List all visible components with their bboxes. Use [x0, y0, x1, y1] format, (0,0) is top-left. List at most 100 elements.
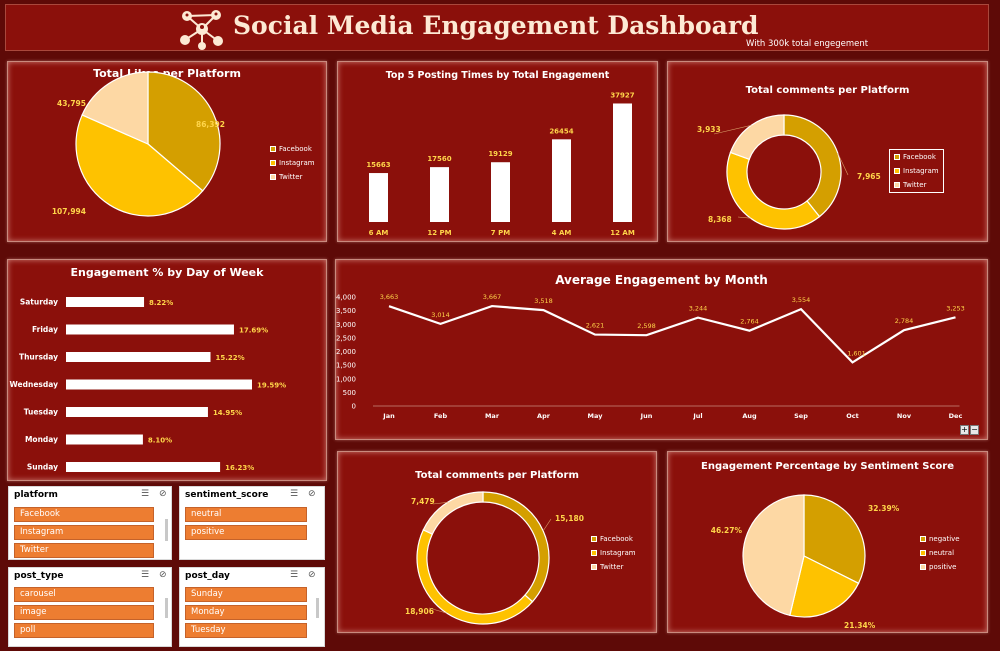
monthly-series-line: [388, 304, 956, 364]
slicer-item-carousel[interactable]: carousel: [14, 587, 154, 602]
monthly-data-label: 3,518: [534, 297, 553, 305]
slicer-scrollbar[interactable]: [165, 598, 168, 618]
comments2-legend-item: Twitter: [591, 560, 636, 574]
comments2-label-facebook: 15,180: [555, 514, 584, 523]
sentiment-score-slicer: sentiment_score ☰ ⊘ neutral positive: [179, 486, 325, 560]
sentiment-slice-negative: [803, 494, 866, 585]
monthly-line-chart: 0 500 1,000 1,500 2,000 2,500 3,000 3,500 4,000 3…: [336, 293, 965, 420]
slicer-item-positive[interactable]: positive: [185, 525, 307, 540]
posting-category-label: 12 PM: [427, 229, 451, 237]
likes-legend-swatch: [270, 146, 276, 152]
comments2-slice-facebook: [482, 491, 550, 603]
posting-category-label: 7 PM: [491, 229, 510, 237]
comments2-legend-item: Instagram: [591, 546, 636, 560]
comments1-slice-twitter: [729, 114, 785, 161]
clear-filter-icon[interactable]: ⊘: [308, 570, 316, 580]
likes-legend: Facebook Instagram Twitter: [270, 142, 315, 184]
multi-select-icon[interactable]: ☰: [290, 489, 299, 499]
dayofweek-category-label: Saturday: [20, 298, 58, 307]
platform-slicer: platform ☰ ⊘ Facebook Instagram Twitter: [8, 486, 172, 560]
sentiment-legend-swatch: [920, 564, 926, 570]
dayofweek-bar: [66, 407, 208, 417]
posting-bar: [430, 167, 449, 222]
sentiment-legend-swatch: [920, 536, 926, 542]
clear-filter-icon[interactable]: ⊘: [308, 489, 316, 499]
zoom-in-button[interactable]: +: [960, 425, 969, 435]
monthly-data-label: 3,244: [689, 305, 708, 313]
multi-select-icon[interactable]: ☰: [141, 570, 150, 580]
sentiment-slice-neutral: [789, 555, 860, 618]
comments2-slice-instagram: [416, 529, 534, 625]
comments1-legend-label: Facebook: [903, 153, 936, 161]
monthly-data-label: 3,253: [946, 304, 965, 312]
slicer-item-neutral[interactable]: neutral: [185, 507, 307, 522]
slicer-item-facebook[interactable]: Facebook: [14, 507, 154, 522]
sentiment-legend-label: negative: [929, 535, 960, 543]
clear-filter-icon[interactable]: ⊘: [159, 489, 167, 499]
comments2-legend-item: Facebook: [591, 532, 636, 546]
sentiment-legend-item: neutral: [920, 546, 960, 560]
monthly-y-tick-label: 1,500: [336, 362, 356, 370]
slicer-scrollbar[interactable]: [316, 598, 319, 618]
comments1-donut-chart: 7,965 8,368 3,933: [697, 114, 881, 230]
comments1-legend-item: Twitter: [894, 178, 939, 192]
comments1-legend-swatch: [894, 182, 900, 188]
monthly-y-tick-label: 2,000: [336, 348, 356, 356]
posting-category-label: 6 AM: [369, 229, 389, 237]
slicer-item-sunday[interactable]: Sunday: [185, 587, 307, 602]
posting-bar-chart: 15663 6 AM 17560 12 PM 19129 7 PM 26454 4 AM 379…: [366, 91, 635, 237]
sentiment-label-positive: 46.27%: [711, 526, 743, 535]
dayofweek-data-label: 14.95%: [213, 409, 242, 417]
clear-filter-icon[interactable]: ⊘: [159, 570, 167, 580]
dashboard-header: Social Media Engagement Dashboard With 3…: [5, 4, 989, 51]
slicer-scrollbar[interactable]: [165, 519, 168, 541]
dashboard-subtitle: With 300k total engegement: [746, 39, 869, 49]
slicer-item-twitter[interactable]: Twitter: [14, 543, 154, 558]
multi-select-icon[interactable]: ☰: [141, 489, 150, 499]
monthly-month-label: Mar: [485, 412, 500, 420]
comments2-label-instagram: 18,906: [405, 607, 434, 616]
dayofweek-category-label: Tuesday: [24, 408, 58, 417]
monthly-month-label: Sep: [794, 412, 808, 420]
slicer-title: platform: [14, 490, 58, 500]
network-icon: [180, 10, 223, 50]
likes-legend-swatch: [270, 160, 276, 166]
comments2-title: Total comments per Platform: [415, 470, 579, 481]
post-day-slicer: post_day ☰ ⊘ Sunday Monday Tuesday: [179, 567, 325, 647]
slicer-item-tuesday[interactable]: Tuesday: [185, 623, 307, 638]
slicer-item-poll[interactable]: poll: [14, 623, 154, 638]
comments1-label-twitter: 3,933: [697, 125, 721, 134]
zoom-out-button[interactable]: −: [970, 425, 979, 435]
comments1-legend-swatch: [894, 168, 900, 174]
comments1-legend-item: Instagram: [894, 164, 939, 178]
posting-bar: [369, 173, 388, 222]
comments2-panel: Total comments per Platform 15,180 18,906…: [337, 451, 657, 633]
posting-title: Top 5 Posting Times by Total Engagement: [385, 70, 610, 81]
posting-category-label: 12 AM: [610, 229, 635, 237]
slicer-title: post_type: [14, 571, 64, 581]
dayofweek-bar: [66, 379, 252, 390]
dashboard-title: Social Media Engagement Dashboard: [233, 11, 759, 40]
posting-data-label: 37927: [610, 91, 634, 99]
slicer-item-monday[interactable]: Monday: [185, 605, 307, 620]
likes-legend-item: Instagram: [270, 156, 315, 170]
sentiment-pie-chart: 32.39% 21.34% 46.27%: [711, 494, 900, 630]
dayofweek-category-label: Thursday: [19, 353, 58, 362]
slicer-item-image[interactable]: image: [14, 605, 154, 620]
posting-bar: [491, 162, 510, 222]
slicer-item-instagram[interactable]: Instagram: [14, 525, 154, 540]
sentiment-legend-item: negative: [920, 532, 960, 546]
multi-select-icon[interactable]: ☰: [290, 570, 299, 580]
likes-legend-label: Facebook: [279, 145, 312, 153]
comments2-legend-swatch: [591, 536, 597, 542]
likes-legend-item: Twitter: [270, 170, 315, 184]
comments1-leader-line: [713, 124, 752, 135]
sentiment-panel: Engagement Percentage by Sentiment Score…: [667, 451, 988, 633]
sentiment-legend-item: positive: [920, 560, 960, 574]
likes-legend-label: Instagram: [279, 159, 315, 167]
likes-legend-item: Facebook: [270, 142, 315, 156]
monthly-y-tick-label: 3,500: [336, 307, 356, 315]
monthly-y-tick-label: 2,500: [336, 334, 356, 342]
monthly-y-tick-label: 500: [343, 389, 356, 397]
comments1-legend: Facebook Instagram Twitter: [889, 149, 944, 193]
